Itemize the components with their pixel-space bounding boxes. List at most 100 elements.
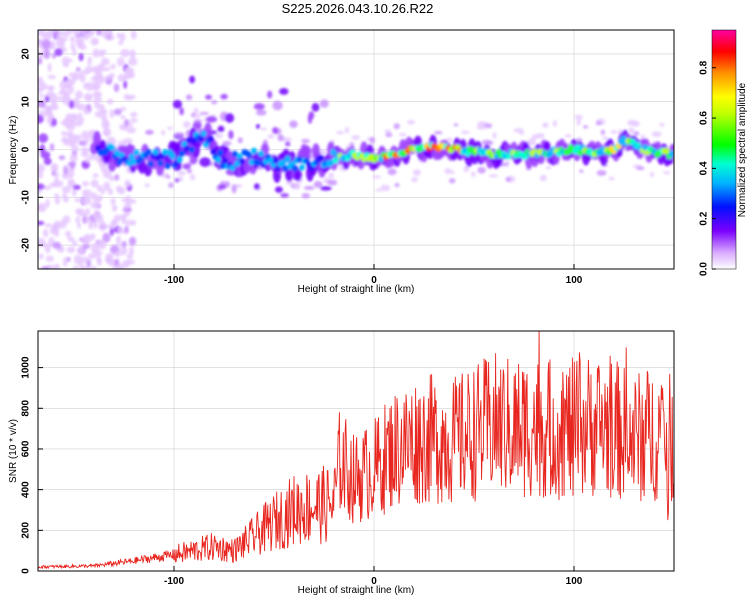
spectrogram-blob [267, 90, 273, 99]
spectrogram-blob [71, 188, 77, 197]
spectrogram-blob [610, 130, 618, 134]
spectrogram-blob [282, 165, 289, 172]
spectrogram-blob [93, 97, 99, 106]
spectrogram-blob [189, 75, 196, 84]
y-tick-label: 1000 [21, 356, 32, 379]
spectrogram-blob [246, 152, 253, 159]
spectrogram-blob [217, 149, 224, 156]
spectrogram-blob [113, 251, 122, 257]
spectrogram-blob [88, 153, 98, 161]
spectrogram-blob [627, 119, 637, 126]
y-tick-label: 600 [21, 440, 32, 457]
spectrogram-blob [62, 257, 68, 267]
spectrogram-blob [75, 67, 81, 72]
spectrogram-blob [219, 162, 226, 170]
spectrogram-blob [48, 30, 55, 34]
spectrogram-blob [144, 183, 150, 188]
x-tick-label: -100 [164, 576, 184, 587]
spectrogram-blob [453, 123, 459, 127]
spectrogram-blob [131, 158, 137, 165]
spectrogram-blob [90, 201, 100, 209]
spectrogram-blob [126, 127, 136, 134]
spectrogram-blob [44, 243, 51, 254]
spectrogram-blob [116, 32, 122, 39]
spectrogram-blob [145, 130, 153, 135]
spectrogram-blob [113, 83, 120, 93]
y-tick-label: 400 [21, 481, 32, 498]
spectrogram-blob [120, 48, 130, 58]
spectrogram-blob [231, 184, 237, 194]
spectrogram-blob [595, 121, 602, 126]
spectrogram-blob [79, 256, 89, 263]
spectrogram-blob [633, 131, 640, 136]
spectrogram-blob [433, 131, 443, 135]
y-tick-label: 10 [21, 96, 32, 108]
spectrogram-blob [281, 137, 292, 142]
spectrogram-blobs [38, 30, 674, 269]
snr-series-line [38, 331, 674, 570]
spectrogram-blob [189, 174, 196, 181]
spectrogram-blob [485, 140, 494, 145]
spectrogram-blob [42, 228, 49, 238]
spectrogram-blob [51, 164, 57, 174]
spectrogram-blob [308, 111, 315, 120]
spectrogram-blob [411, 177, 418, 183]
spectrogram-blob [67, 161, 77, 167]
spectrogram-blob [101, 114, 108, 123]
spectrogram-blob [101, 120, 110, 130]
spectrogram-blob [488, 174, 499, 178]
spectrogram-blob [45, 85, 55, 90]
spectrogram-blob [88, 222, 93, 230]
spectrogram-blob [237, 137, 243, 144]
y-tick-label: 200 [21, 522, 32, 539]
spectrogram-blob [663, 171, 671, 175]
spectrogram-blob [198, 135, 205, 142]
spectrogram-blob [75, 90, 83, 100]
spectrogram-blob [38, 114, 44, 124]
spectrogram-blob [222, 157, 229, 165]
spectrogram-blob [38, 40, 42, 46]
snr-y-axis-label: SNR (10 * v/v) [8, 419, 19, 483]
spectrogram-blob [90, 243, 100, 254]
spectrogram-blob [120, 126, 129, 131]
spectrogram-blob [552, 120, 557, 127]
spectrogram-blob [130, 111, 138, 118]
spectrogram-blob [61, 96, 69, 104]
spectrogram-blob [85, 65, 93, 74]
spectrogram-blob [119, 32, 126, 43]
spectrogram-blob [81, 189, 92, 197]
spectrogram-blob [66, 30, 76, 34]
spectrogram-blob [133, 149, 140, 156]
spectrogram-blob [296, 156, 303, 163]
spectrogram-blob [116, 57, 125, 67]
spectrogram-blob [72, 47, 77, 57]
spectrogram-blob [113, 108, 122, 116]
colorbar-tick-label: 0.8 [699, 60, 710, 74]
spectrogram-blob [130, 118, 138, 123]
spectrogram-blob [83, 36, 89, 41]
spectrogram-blob [179, 150, 185, 157]
spectrogram-blob [394, 183, 400, 188]
spectrogram-blob [165, 174, 171, 179]
spectrogram-blob [81, 150, 89, 158]
spectrogram-blob [162, 148, 169, 156]
spectrogram-blob [539, 174, 547, 182]
spectrogram-blob [81, 30, 87, 37]
spectrogram-blob [109, 144, 116, 151]
spectrogram-blob [183, 145, 190, 152]
spectrogram-blob [164, 162, 171, 170]
spectrogram-blob [103, 181, 111, 191]
spectrogram-blob [98, 195, 103, 200]
colorbar-ticks: 0.0 0.2 0.4 0.6 0.8 [699, 60, 716, 276]
spectrogram-blob [64, 122, 72, 129]
spectrogram-blob [127, 67, 135, 77]
spectrogram-blob [59, 220, 67, 229]
spectrogram-blob [117, 73, 126, 82]
spectrogram-blob [67, 179, 76, 188]
spectrogram-blob [77, 222, 82, 229]
spectrogram-blob [463, 167, 470, 172]
spectrogram-blob [582, 125, 589, 129]
spectrogram-blob [274, 186, 283, 193]
